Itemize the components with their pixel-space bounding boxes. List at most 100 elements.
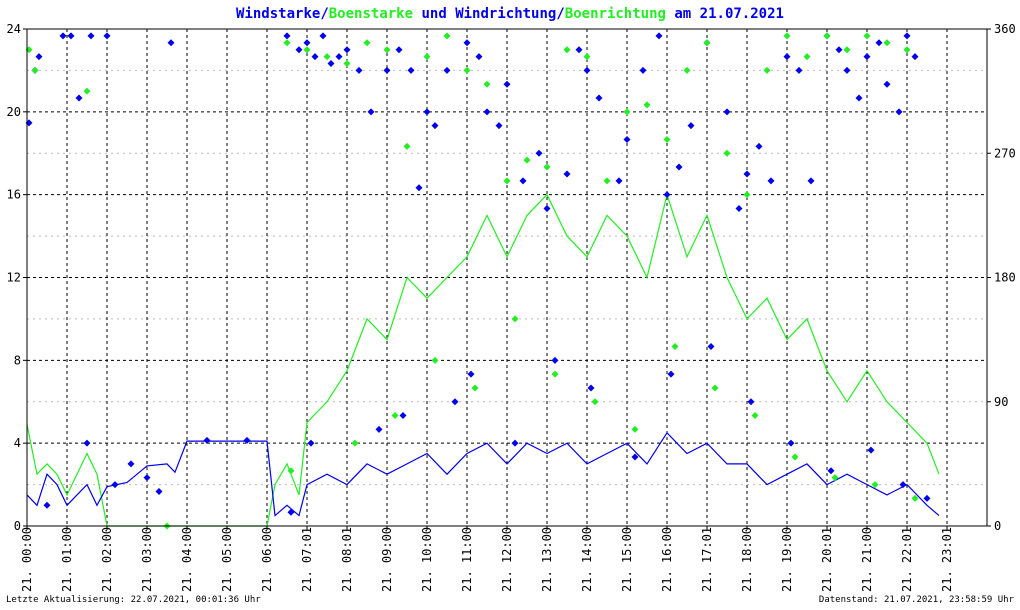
point-boenrichtung xyxy=(351,439,359,447)
x-tick-label: 21. 09:00 xyxy=(380,527,394,592)
point-boenrichtung xyxy=(523,156,531,164)
x-tick-label: 21. 23:01 xyxy=(940,527,954,592)
x-tick-label: 21. 10:00 xyxy=(420,527,434,592)
point-boenrichtung xyxy=(643,101,651,109)
point-boenrichtung xyxy=(631,425,639,433)
point-boenrichtung xyxy=(283,39,291,47)
point-windrichtung xyxy=(431,122,439,130)
point-windrichtung xyxy=(835,46,843,54)
x-tick-label: 21. 11:00 xyxy=(460,527,474,592)
point-windrichtung xyxy=(503,80,511,88)
point-boenrichtung xyxy=(723,149,731,157)
x-tick-label: 21. 07:01 xyxy=(300,527,314,592)
x-tick-label: 21. 01:00 xyxy=(60,527,74,592)
point-windrichtung xyxy=(575,46,583,54)
point-windrichtung xyxy=(843,66,851,74)
point-boenrichtung xyxy=(403,142,411,150)
point-boenrichtung xyxy=(363,39,371,47)
point-boenrichtung xyxy=(703,39,711,47)
point-windrichtung xyxy=(295,46,303,54)
x-tick-label: 21. 21:00 xyxy=(860,527,874,592)
series-layer xyxy=(25,32,940,530)
point-windrichtung xyxy=(563,170,571,178)
y2-tick-label: 270 xyxy=(994,146,1016,160)
x-tick-label: 21. 18:00 xyxy=(740,527,754,592)
point-windrichtung xyxy=(395,46,403,54)
footer-data-status: Datenstand: 21.07.2021, 23:58:59 Uhr xyxy=(819,595,1015,605)
point-windrichtung xyxy=(899,481,907,489)
point-windrichtung xyxy=(167,39,175,47)
point-boenrichtung xyxy=(783,32,791,40)
point-windrichtung xyxy=(723,108,731,116)
point-boenrichtung xyxy=(743,191,751,199)
point-boenrichtung xyxy=(483,80,491,88)
title-mid: und xyxy=(413,6,455,22)
point-windrichtung xyxy=(467,370,475,378)
point-windrichtung xyxy=(755,142,763,150)
point-windrichtung xyxy=(911,53,919,61)
point-boenrichtung xyxy=(823,32,831,40)
point-windrichtung xyxy=(867,446,875,454)
point-windrichtung xyxy=(587,384,595,392)
point-windrichtung xyxy=(883,80,891,88)
y2-tick-label: 0 xyxy=(994,519,1001,533)
title-sep1: / xyxy=(320,6,328,22)
point-windrichtung xyxy=(407,66,415,74)
point-windrichtung xyxy=(483,108,491,116)
footer-last-update: Letzte Aktualisierung: 22.07.2021, 00:01… xyxy=(6,595,261,605)
point-windrichtung xyxy=(735,204,743,212)
point-windrichtung xyxy=(287,508,295,516)
point-windrichtung xyxy=(595,94,603,102)
point-boenrichtung xyxy=(323,53,331,61)
point-windrichtung xyxy=(783,53,791,61)
point-windrichtung xyxy=(875,39,883,47)
point-boenrichtung xyxy=(843,46,851,54)
point-windrichtung xyxy=(443,66,451,74)
point-windrichtung xyxy=(307,439,315,447)
point-windrichtung xyxy=(747,398,755,406)
point-windrichtung xyxy=(35,53,43,61)
grid xyxy=(26,28,987,527)
point-boenrichtung xyxy=(903,46,911,54)
point-windrichtung xyxy=(87,32,95,40)
x-tick-label: 21. 15:00 xyxy=(620,527,634,592)
point-boenrichtung xyxy=(671,343,679,351)
point-windrichtung xyxy=(303,39,311,47)
point-boenrichtung xyxy=(443,32,451,40)
point-windrichtung xyxy=(743,170,751,178)
x-tick-label: 21. 03:00 xyxy=(140,527,154,592)
point-boenrichtung xyxy=(803,53,811,61)
title-windrichtung: Windrichtung xyxy=(455,6,556,22)
point-boenrichtung xyxy=(663,135,671,143)
point-windrichtung xyxy=(543,204,551,212)
point-windrichtung xyxy=(311,53,319,61)
point-boenrichtung xyxy=(563,46,571,54)
point-windrichtung xyxy=(583,66,591,74)
point-boenrichtung xyxy=(911,494,919,502)
point-boenrichtung xyxy=(763,66,771,74)
point-windrichtung xyxy=(127,460,135,468)
point-boenrichtung xyxy=(551,370,559,378)
point-windrichtung xyxy=(787,439,795,447)
point-windrichtung xyxy=(827,467,835,475)
point-windrichtung xyxy=(59,32,67,40)
point-windrichtung xyxy=(243,436,251,444)
point-boenrichtung xyxy=(583,53,591,61)
point-boenrichtung xyxy=(423,53,431,61)
x-tick-label: 21. 19:00 xyxy=(780,527,794,592)
title-sep2: / xyxy=(556,6,564,22)
point-windrichtung xyxy=(667,370,675,378)
y-tick-label: 24 xyxy=(7,22,21,36)
axes: 0 4 8 12 16 20 24 0 90 180 270 360 21. 00:00 21. 01:0… xyxy=(7,22,1016,592)
point-boenrichtung xyxy=(603,177,611,185)
point-windrichtung xyxy=(863,53,871,61)
point-boenrichtung xyxy=(471,384,479,392)
x-tick-label: 21. 16:00 xyxy=(660,527,674,592)
y-tick-label: 0 xyxy=(14,519,21,533)
point-windrichtung xyxy=(655,32,663,40)
point-boenrichtung xyxy=(383,46,391,54)
point-boenrichtung xyxy=(391,412,399,420)
point-boenrichtung xyxy=(503,177,511,185)
x-tick-label: 21. 20:01 xyxy=(820,527,834,592)
point-windrichtung xyxy=(155,487,163,495)
